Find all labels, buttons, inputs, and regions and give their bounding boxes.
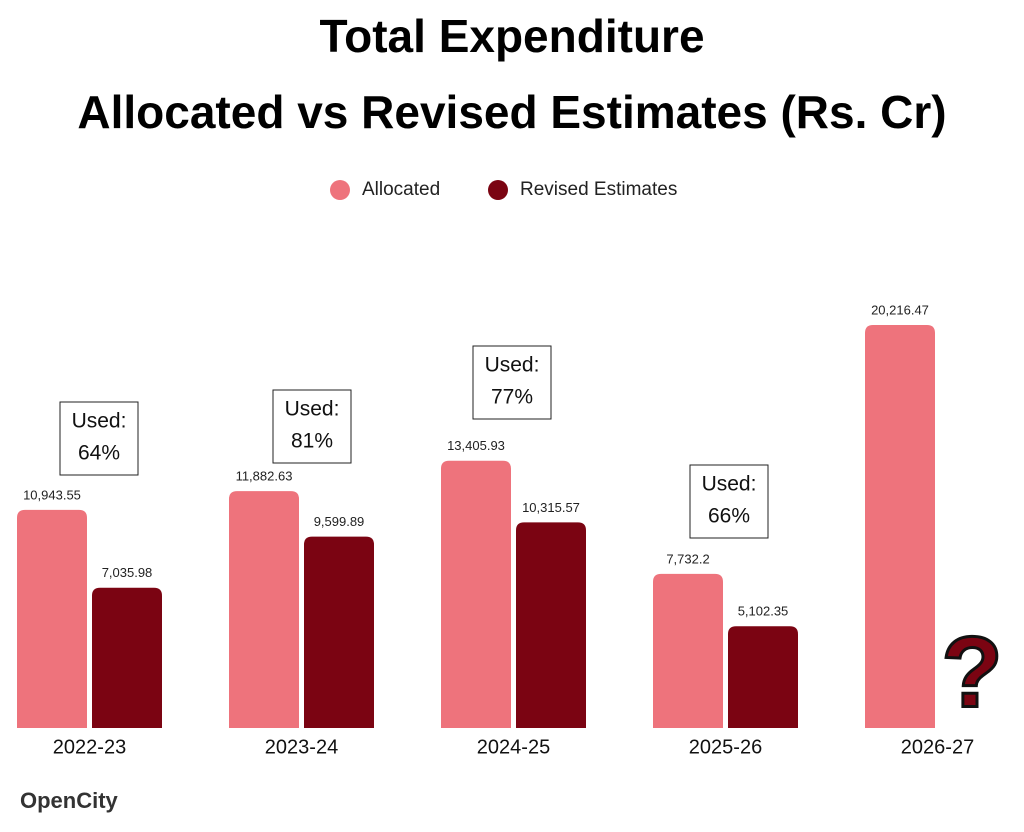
legend-swatch xyxy=(488,180,508,200)
logo: OpenCity xyxy=(20,788,119,813)
annotation-text: Used: xyxy=(72,410,127,433)
value-label: 10,315.57 xyxy=(522,500,580,515)
value-label: 7,035.98 xyxy=(102,565,153,580)
x-tick-label: 2022-23 xyxy=(53,736,126,758)
value-label: 20,216.47 xyxy=(871,302,929,317)
bar xyxy=(865,325,935,728)
bar xyxy=(516,522,586,728)
annotation-text: Used: xyxy=(702,473,757,496)
legend-swatch xyxy=(330,180,350,200)
legend-label: Allocated xyxy=(362,179,440,200)
chart-title: Total Expenditure xyxy=(319,10,704,62)
bar xyxy=(304,536,374,728)
bar xyxy=(92,587,162,728)
value-label: 13,405.93 xyxy=(447,438,505,453)
bar xyxy=(728,626,798,728)
bar xyxy=(17,509,87,728)
annotation-text: Used: xyxy=(285,398,340,421)
x-tick-label: 2025-26 xyxy=(689,736,762,758)
x-tick-label: 2026-27 xyxy=(901,736,974,758)
value-label: 7,732.2 xyxy=(666,551,709,566)
bar xyxy=(441,460,511,728)
legend-label: Revised Estimates xyxy=(520,179,677,200)
value-label: 10,943.55 xyxy=(23,487,81,502)
bar xyxy=(229,491,299,728)
x-tick-label: 2024-25 xyxy=(477,736,550,758)
annotation-box xyxy=(472,345,552,420)
value-label: 11,882.63 xyxy=(236,469,293,484)
annotation-text: 81% xyxy=(291,430,333,453)
annotation-text: Used: xyxy=(485,354,540,377)
unknown-marker: ? xyxy=(941,616,1002,728)
annotation-box xyxy=(689,464,769,539)
annotation-text: 77% xyxy=(491,386,533,409)
bar xyxy=(653,573,723,728)
annotation-text: 64% xyxy=(78,442,120,465)
chart-subtitle: Allocated vs Revised Estimates (Rs. Cr) xyxy=(77,86,946,138)
annotation-box xyxy=(272,389,352,464)
value-label: 5,102.35 xyxy=(738,604,789,619)
annotation-text: 66% xyxy=(708,505,750,528)
value-label: 9,599.89 xyxy=(314,514,365,529)
x-tick-label: 2023-24 xyxy=(265,736,338,758)
annotation-box xyxy=(59,401,139,476)
